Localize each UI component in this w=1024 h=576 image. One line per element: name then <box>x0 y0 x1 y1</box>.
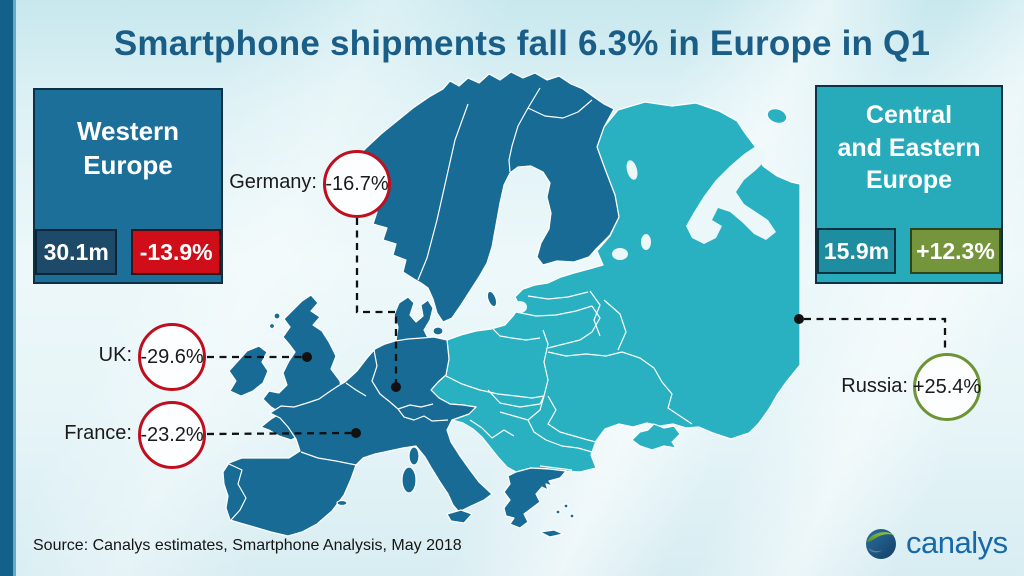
callout-label-france: France: <box>64 422 132 444</box>
growth-badge-positive: +12.3% <box>909 228 1001 274</box>
shipments-value: 15.9m <box>817 228 896 274</box>
region-name-line: and Eastern <box>837 133 981 162</box>
we-ireland <box>228 345 269 397</box>
marker-uk <box>302 352 312 362</box>
region-name: Central and Eastern Europe <box>817 99 1001 197</box>
callout-value-russia: +25.4% <box>913 353 981 421</box>
callout-label-germany: Germany: <box>229 171 317 193</box>
left-accent-bar <box>0 0 13 576</box>
region-box-western-europe: Western Europe 30.1m -13.9% <box>33 88 223 284</box>
marker-germany <box>391 382 401 392</box>
lake-onega <box>641 234 651 250</box>
region-values: 30.1m -13.9% <box>35 229 221 275</box>
cee-crimea <box>631 423 681 451</box>
karelia-lake <box>626 160 638 180</box>
we-aegean-3 <box>569 513 575 519</box>
we-sardinia <box>401 466 417 494</box>
page-title: Smartphone shipments fall 6.3% in Europe… <box>113 24 931 63</box>
callout-label-russia: Russia: <box>841 375 908 397</box>
region-values: 15.9m +12.3% <box>817 228 1001 274</box>
cee-island-kolguyev <box>766 108 788 124</box>
cee-country-borders <box>445 290 693 471</box>
we-greece <box>503 467 567 529</box>
region-box-cee: Central and Eastern Europe 15.9m +12.3% <box>815 85 1003 284</box>
sea-white-overlays <box>513 146 776 313</box>
gulf-of-riga <box>513 301 527 313</box>
we-denmark <box>393 296 434 343</box>
we-hebrides-1 <box>273 312 281 320</box>
connector-russia <box>804 317 947 349</box>
region-name-line: Central <box>865 101 953 129</box>
source-note: Source: Canalys estimates, Smartphone An… <box>33 537 462 554</box>
region-name-line: Europe <box>865 166 953 194</box>
callout-label-uk: UK: <box>98 344 132 366</box>
globe-icon <box>866 529 896 559</box>
marker-russia <box>794 314 804 324</box>
we-balearics <box>336 499 348 507</box>
we-sicily <box>446 509 473 524</box>
we-gotland <box>486 290 498 308</box>
logo-text: canalys <box>906 525 1008 560</box>
connector-germany <box>355 218 398 383</box>
callout-connectors <box>206 218 947 436</box>
we-aegean-2 <box>563 503 569 509</box>
callout-value-france: -23.2% <box>138 401 206 469</box>
we-corsica <box>408 446 420 466</box>
shipments-value: 30.1m <box>35 229 118 275</box>
we-crete <box>539 529 564 538</box>
lake-ladoga <box>612 248 628 260</box>
callout-markers <box>302 314 804 438</box>
growth-badge-negative: -13.9% <box>131 229 221 275</box>
region-name-line: Western <box>76 116 180 146</box>
region-name-line: Europe <box>83 150 173 181</box>
white-sea <box>686 146 776 244</box>
canalys-logo: canalys <box>862 524 1008 562</box>
we-zealand <box>432 326 444 336</box>
callout-value-uk: -29.6% <box>138 323 206 391</box>
marker-france <box>351 428 361 438</box>
we-hebrides-2 <box>268 322 276 330</box>
left-accent-bar-highlight <box>13 0 16 576</box>
we-aegean-1 <box>555 509 561 515</box>
callout-value-germany: -16.7% <box>323 150 391 218</box>
we-country-borders <box>228 87 593 521</box>
region-name: Western Europe <box>35 114 221 183</box>
